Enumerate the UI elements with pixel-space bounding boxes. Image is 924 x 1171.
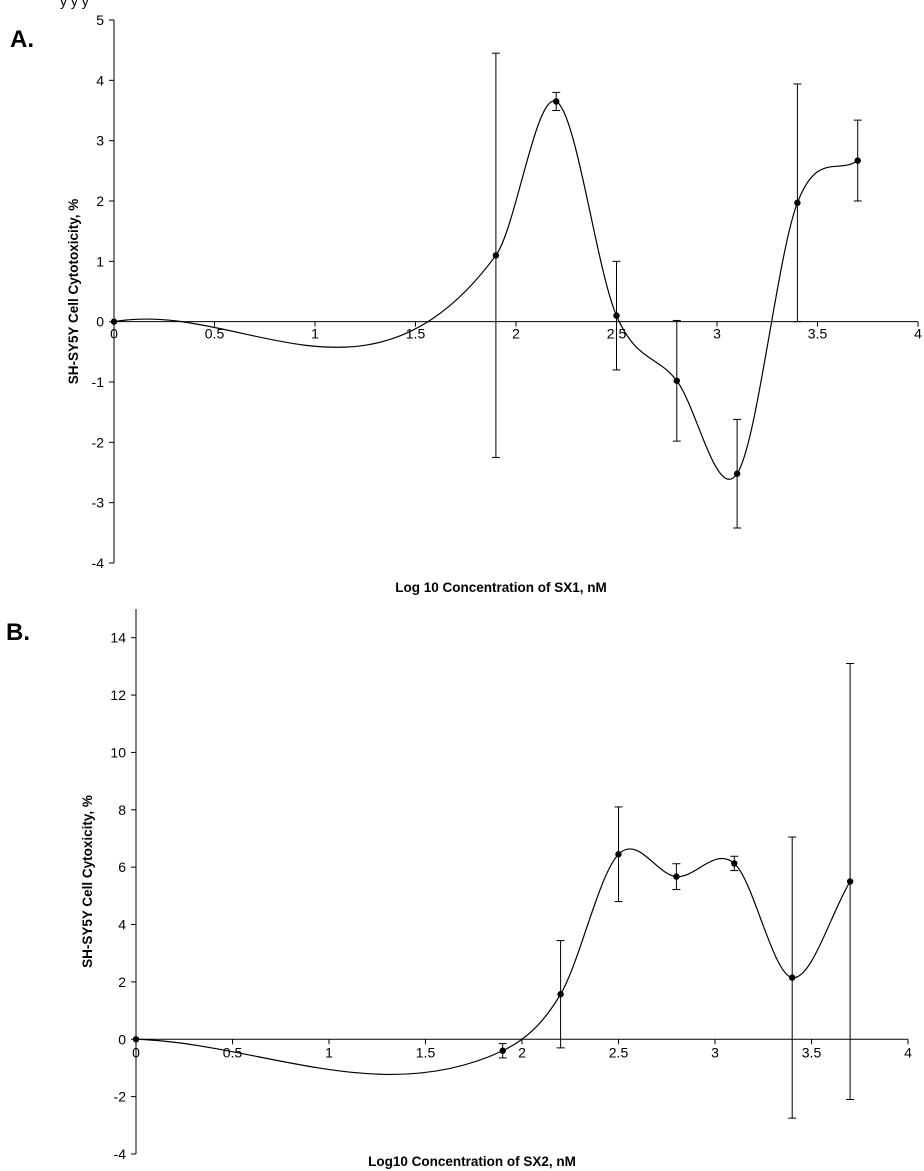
data-point <box>493 252 499 258</box>
y-tick-label: 1 <box>96 253 104 269</box>
panel-label: B. <box>6 619 30 646</box>
x-tick-label: 2 <box>512 326 520 342</box>
data-point <box>847 878 853 884</box>
y-tick-label: 0 <box>96 314 104 330</box>
data-point <box>734 471 740 477</box>
data-point <box>674 378 680 384</box>
y-tick-label: 2 <box>96 193 104 209</box>
x-tick-label: 4 <box>904 1044 912 1060</box>
data-point <box>133 1036 139 1042</box>
data-point <box>500 1048 506 1054</box>
y-tick-label: 14 <box>110 630 126 646</box>
data-point <box>615 851 621 857</box>
y-tick-label: 5 <box>96 12 104 28</box>
x-axis-title: Log 10 Concentration of SX1, nM <box>395 580 607 595</box>
data-point <box>855 157 861 163</box>
x-tick-label: 4 <box>914 326 922 342</box>
y-tick-label: 12 <box>110 687 126 703</box>
x-tick-label: 0 <box>110 326 118 342</box>
x-tick-label: 3 <box>713 326 721 342</box>
x-tick-label: 1 <box>311 326 319 342</box>
data-point <box>553 98 559 104</box>
data-point <box>794 200 800 206</box>
series-line <box>114 101 858 479</box>
y-tick-label: 10 <box>110 744 126 760</box>
x-tick-label: 2.5 <box>609 1044 629 1060</box>
y-tick-label: 0 <box>118 1031 126 1047</box>
y-tick-label: 8 <box>118 802 126 818</box>
panel-label: A. <box>10 26 34 53</box>
y-tick-label: -2 <box>92 434 105 450</box>
y-tick-label: -4 <box>114 1146 127 1162</box>
data-point <box>613 312 619 318</box>
x-tick-label: 0 <box>132 1044 140 1060</box>
y-tick-label: 4 <box>118 917 126 933</box>
x-tick-label: 3.5 <box>808 326 828 342</box>
data-point <box>731 860 737 866</box>
y-tick-label: -2 <box>114 1089 127 1105</box>
data-point <box>557 991 563 997</box>
x-tick-label: 3.5 <box>802 1044 822 1060</box>
y-tick-label: 3 <box>96 133 104 149</box>
y-axis-title: SH-SY5Y Cell Cytotoxicity, % <box>66 199 81 385</box>
y-tick-label: 6 <box>118 859 126 875</box>
x-tick-label: 3 <box>711 1044 719 1060</box>
y-tick-label: 2 <box>118 974 126 990</box>
x-tick-label: 1.5 <box>416 1044 436 1060</box>
y-tick-label: -4 <box>92 555 105 571</box>
y-tick-label: 4 <box>96 72 104 88</box>
data-point <box>673 873 679 879</box>
y-tick-label: -3 <box>92 495 105 511</box>
x-tick-label: 1.5 <box>406 326 426 342</box>
cropped-caption-fragment: y y y <box>60 0 89 9</box>
x-tick-label: 2 <box>518 1044 526 1060</box>
y-tick-label: -1 <box>92 374 105 390</box>
series-line <box>136 849 850 1075</box>
x-tick-label: 1 <box>325 1044 333 1060</box>
y-axis-title: SH-SY5Y Cell Cytoxicity, % <box>80 795 95 968</box>
data-point <box>789 974 795 980</box>
x-axis-title: Log10 Concentration of SX2, nM <box>368 1154 576 1169</box>
data-point <box>111 318 117 324</box>
